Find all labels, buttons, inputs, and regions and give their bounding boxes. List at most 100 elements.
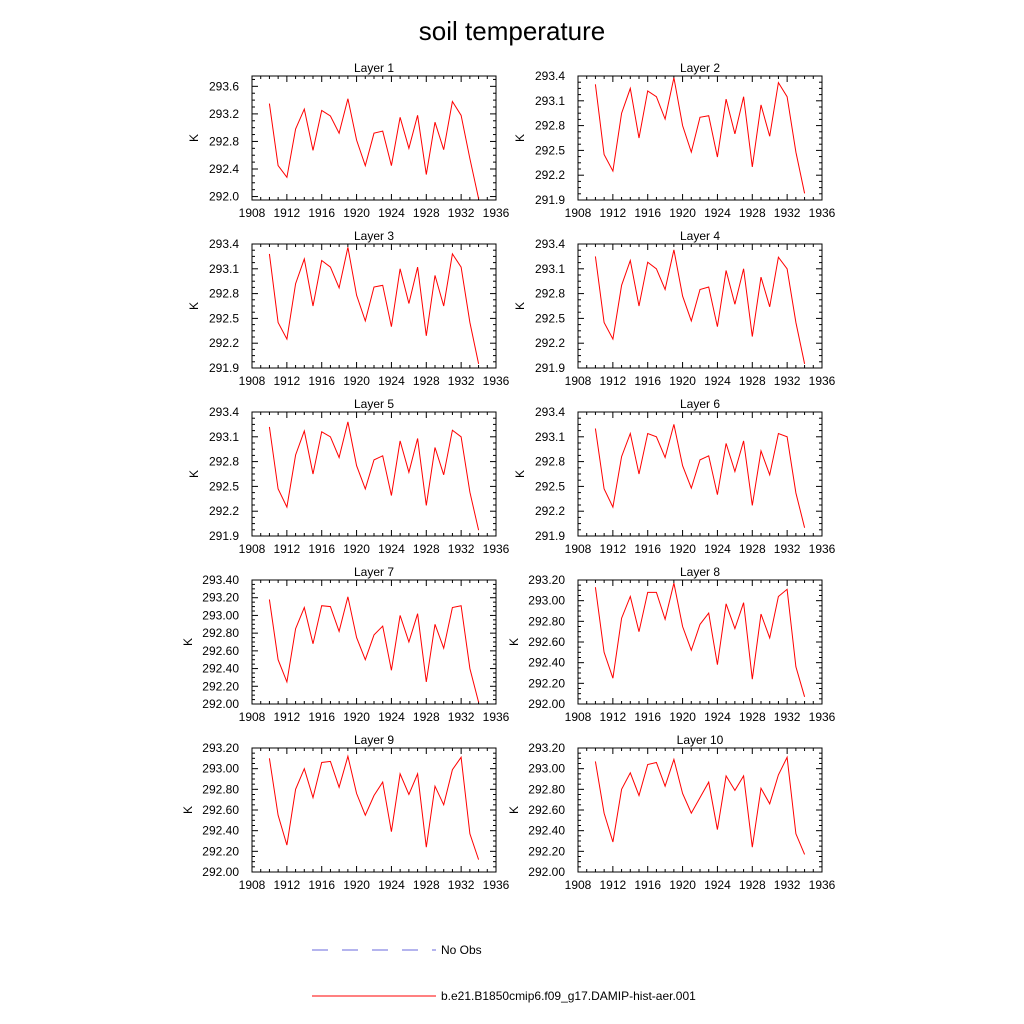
x-tick-label: 1908 bbox=[565, 206, 592, 220]
x-tick-label: 1932 bbox=[774, 206, 801, 220]
panel-9: Layer 9 1908 1912 1916 1920 1924 1928 1932 1936 2… bbox=[181, 733, 510, 892]
x-tick-label: 1932 bbox=[774, 710, 801, 724]
x-tick-label: 1908 bbox=[239, 206, 266, 220]
y-axis-label: K bbox=[187, 134, 201, 142]
y-tick-label: 293.00 bbox=[202, 608, 239, 622]
panels-grid: Layer 1 1908 1912 1916 1920 1924 1928 1932 1936 2… bbox=[181, 61, 836, 892]
panel-title: Layer 8 bbox=[680, 565, 720, 579]
y-tick-label: 292.5 bbox=[535, 479, 565, 493]
y-tick-label: 293.2 bbox=[209, 107, 239, 121]
x-tick-label: 1928 bbox=[739, 878, 766, 892]
x-tick-label: 1924 bbox=[704, 206, 731, 220]
y-tick-label: 293.20 bbox=[202, 741, 239, 755]
x-tick-label: 1928 bbox=[739, 206, 766, 220]
x-tick-label: 1932 bbox=[774, 374, 801, 388]
y-tick-label: 293.20 bbox=[528, 741, 565, 755]
panel-title: Layer 9 bbox=[354, 733, 394, 747]
y-tick-label: 293.00 bbox=[528, 594, 565, 608]
plot-frame bbox=[251, 75, 497, 201]
x-tick-label: 1916 bbox=[308, 878, 335, 892]
y-tick-label: 293.00 bbox=[528, 762, 565, 776]
y-tick-label: 292.5 bbox=[535, 311, 565, 325]
y-tick-label: 292.8 bbox=[209, 455, 239, 469]
x-tick-label: 1916 bbox=[634, 374, 661, 388]
y-tick-label: 292.8 bbox=[209, 134, 239, 148]
y-tick-label: 291.9 bbox=[535, 193, 565, 207]
y-axis-label: K bbox=[187, 470, 201, 478]
panel-2: Layer 2 1908 1912 1916 1920 1924 1928 1932 1936 2… bbox=[513, 61, 836, 220]
y-axis-label: K bbox=[507, 638, 521, 646]
panel-10: Layer 10 1908 1912 1916 1920 1924 1928 1932 1936… bbox=[507, 733, 836, 892]
series-line bbox=[594, 249, 806, 365]
y-tick-label: 293.4 bbox=[535, 237, 565, 251]
y-axis-label: K bbox=[187, 302, 201, 310]
x-tick-label: 1932 bbox=[774, 542, 801, 556]
x-tick-label: 1912 bbox=[274, 878, 301, 892]
x-tick-label: 1924 bbox=[378, 206, 405, 220]
panel-title: Layer 4 bbox=[680, 229, 720, 243]
x-tick-label: 1920 bbox=[343, 542, 370, 556]
panel-title: Layer 1 bbox=[354, 61, 394, 75]
plot-frame bbox=[577, 411, 823, 537]
legend: No Obs b.e21.B1850cmip6.f09_g17.DAMIP-hi… bbox=[312, 943, 696, 1003]
y-tick-label: 292.60 bbox=[202, 644, 239, 658]
x-tick-label: 1908 bbox=[239, 374, 266, 388]
y-tick-label: 293.20 bbox=[202, 591, 239, 605]
x-tick-label: 1908 bbox=[565, 374, 592, 388]
y-tick-label: 292.00 bbox=[528, 865, 565, 879]
panel-5: Layer 5 1908 1912 1916 1920 1924 1928 1932 1936 2… bbox=[187, 397, 510, 556]
x-tick-label: 1916 bbox=[308, 542, 335, 556]
y-tick-label: 292.00 bbox=[528, 697, 565, 711]
y-axis-label: K bbox=[513, 470, 527, 478]
y-tick-label: 292.20 bbox=[202, 679, 239, 693]
x-tick-label: 1912 bbox=[274, 206, 301, 220]
series-line bbox=[268, 247, 480, 365]
x-tick-label: 1912 bbox=[600, 878, 627, 892]
y-tick-label: 292.60 bbox=[528, 803, 565, 817]
panel-title: Layer 5 bbox=[354, 397, 394, 411]
x-tick-label: 1928 bbox=[413, 206, 440, 220]
x-tick-label: 1908 bbox=[239, 542, 266, 556]
y-tick-label: 293.4 bbox=[535, 405, 565, 419]
y-axis-label: K bbox=[513, 302, 527, 310]
y-axis-label: K bbox=[513, 134, 527, 142]
x-tick-label: 1912 bbox=[600, 374, 627, 388]
x-tick-label: 1924 bbox=[378, 542, 405, 556]
y-tick-label: 292.80 bbox=[528, 782, 565, 796]
plot-frame bbox=[251, 411, 497, 537]
x-tick-label: 1908 bbox=[565, 710, 592, 724]
y-tick-label: 292.2 bbox=[209, 504, 239, 518]
legend-no-obs-label: No Obs bbox=[441, 943, 482, 957]
x-tick-label: 1920 bbox=[669, 206, 696, 220]
x-tick-label: 1936 bbox=[483, 710, 510, 724]
x-tick-label: 1920 bbox=[669, 374, 696, 388]
x-tick-label: 1920 bbox=[343, 206, 370, 220]
x-tick-label: 1924 bbox=[704, 878, 731, 892]
x-tick-label: 1928 bbox=[739, 374, 766, 388]
x-tick-label: 1936 bbox=[809, 878, 836, 892]
x-tick-label: 1936 bbox=[483, 206, 510, 220]
chart-title: soil temperature bbox=[419, 16, 605, 46]
y-tick-label: 293.00 bbox=[202, 762, 239, 776]
series-line bbox=[594, 582, 806, 697]
y-tick-label: 292.2 bbox=[209, 336, 239, 350]
y-tick-label: 292.4 bbox=[209, 162, 239, 176]
y-axis-label: K bbox=[181, 806, 195, 814]
x-tick-label: 1920 bbox=[343, 710, 370, 724]
series-line bbox=[594, 77, 806, 194]
y-tick-label: 293.1 bbox=[535, 94, 565, 108]
y-tick-label: 292.20 bbox=[528, 844, 565, 858]
y-tick-label: 292.8 bbox=[535, 287, 565, 301]
y-tick-label: 293.1 bbox=[209, 262, 239, 276]
legend-series-label: b.e21.B1850cmip6.f09_g17.DAMIP-hist-aer.… bbox=[441, 989, 696, 1003]
y-tick-label: 293.4 bbox=[209, 237, 239, 251]
x-tick-label: 1908 bbox=[565, 542, 592, 556]
x-tick-label: 1912 bbox=[274, 374, 301, 388]
x-tick-label: 1928 bbox=[413, 878, 440, 892]
x-tick-label: 1920 bbox=[669, 878, 696, 892]
x-tick-label: 1932 bbox=[448, 206, 475, 220]
y-tick-label: 293.4 bbox=[209, 405, 239, 419]
x-tick-label: 1936 bbox=[809, 374, 836, 388]
x-tick-label: 1924 bbox=[704, 710, 731, 724]
